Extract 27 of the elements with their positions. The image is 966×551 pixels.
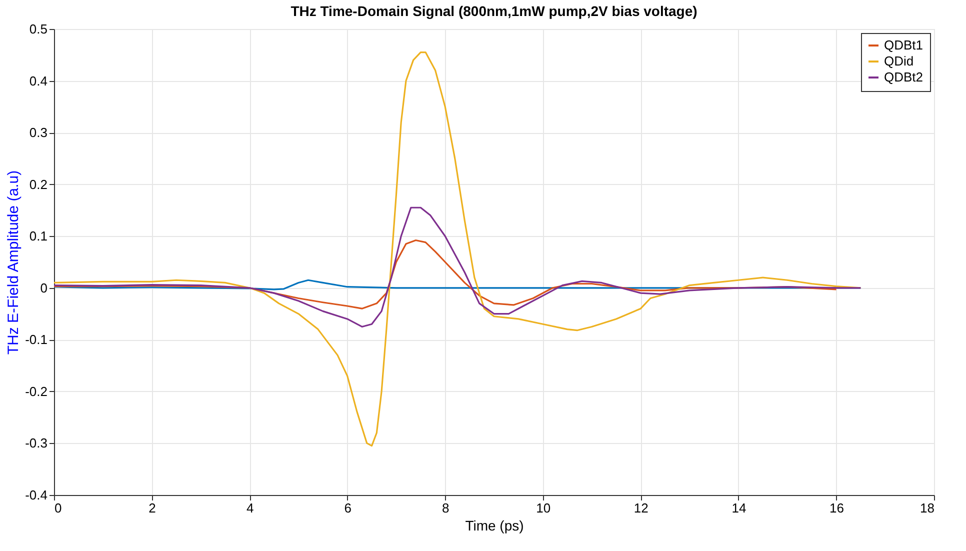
x-tick-label: 0 <box>54 500 62 516</box>
y-tick-label: 0.5 <box>29 22 48 36</box>
x-tick-label: 18 <box>920 500 934 516</box>
x-tick-label: 2 <box>148 500 156 516</box>
x-axis-title: Time (ps) <box>465 518 524 534</box>
x-tick-label: 14 <box>732 500 746 516</box>
x-tick-label: 6 <box>344 500 352 516</box>
chart-title: THz Time-Domain Signal (800nm,1mW pump,2V bias voltage) <box>290 3 698 19</box>
legend-label: QDBt1 <box>884 38 924 52</box>
y-tick-label: 0 <box>40 280 48 296</box>
y-tick-label: 0.4 <box>29 73 48 88</box>
legend-label: QDBt2 <box>884 70 924 84</box>
line-series <box>53 206 862 328</box>
y-tick-label: 0.1 <box>29 228 48 244</box>
y-tick-label: 0.3 <box>29 125 48 140</box>
y-tick-label: 0.2 <box>29 176 48 192</box>
x-tick-label: 4 <box>246 500 254 516</box>
y-tick-label: -0.1 <box>25 332 48 348</box>
x-tick-label: 12 <box>634 500 648 516</box>
y-axis-title: THz E-Field Amplitude (a.u) <box>5 170 22 355</box>
x-tick-label: 8 <box>442 500 450 516</box>
y-tick-label: -0.2 <box>25 384 48 399</box>
x-tick-label: 16 <box>829 500 844 516</box>
y-tick-label: -0.4 <box>25 488 48 502</box>
x-tick-label: 10 <box>536 500 551 516</box>
y-tick-label: -0.3 <box>25 436 48 451</box>
legend-label: QDid <box>884 54 914 68</box>
